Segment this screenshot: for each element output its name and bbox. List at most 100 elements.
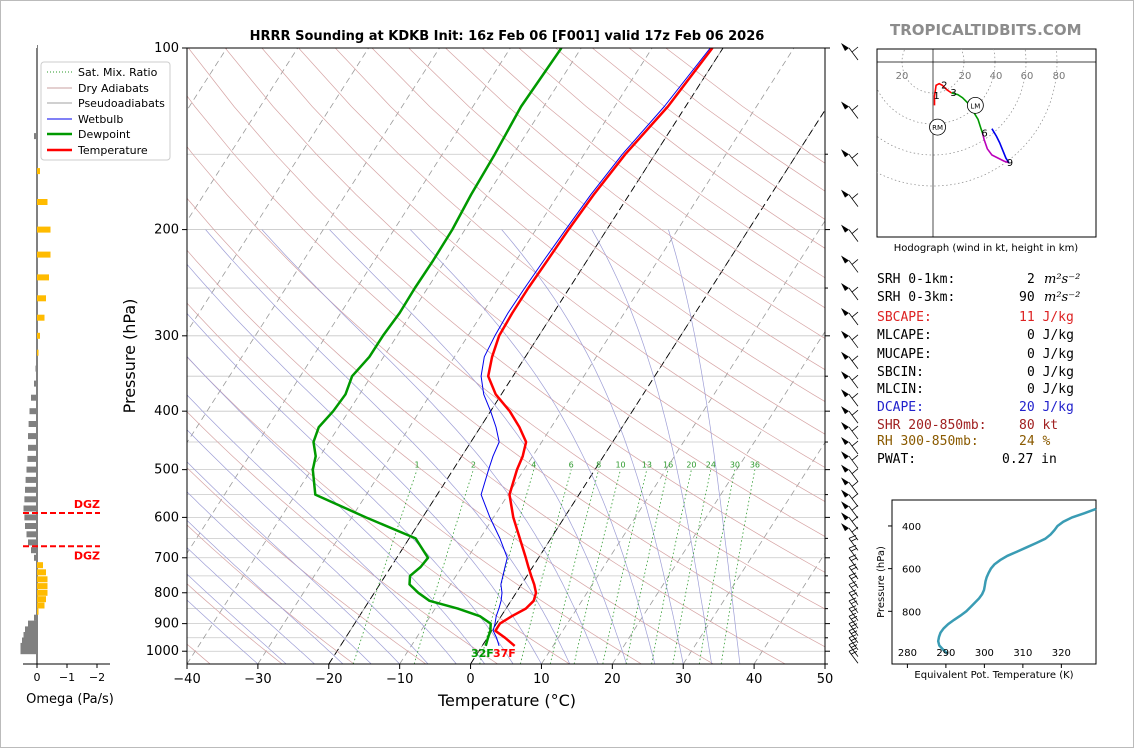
dry-adiabat-line (335, 48, 825, 435)
x-tick-label: 10 (533, 672, 550, 687)
legend-dewpoint: Dewpoint (78, 128, 131, 141)
hodograph-ring-label: 80 (1053, 71, 1066, 82)
dry-adiabat-line (261, 48, 825, 502)
wind-barb-feather (848, 620, 857, 624)
omega-bar (23, 632, 37, 638)
y-tick-label: 200 (154, 223, 179, 238)
hodograph-height-label: 2 (941, 80, 947, 91)
skewt-profiles (311, 48, 714, 647)
pseudoadiabat-line (187, 263, 542, 664)
wind-barb-feather (848, 605, 857, 610)
hodograph-ring-label: 60 (1021, 71, 1034, 82)
omega-bar (28, 620, 37, 627)
hodograph-height-label: 3 (950, 88, 956, 99)
y-tick-label: 500 (154, 463, 179, 478)
omega-bar (37, 349, 39, 356)
stat-mlcin-label: MLCIN: (877, 382, 924, 397)
stat-pwat-value: 0.27 in (1002, 452, 1057, 467)
pseudoadiabat-line (187, 312, 514, 664)
stat-rh: RH 300-850mb: 24 % (877, 434, 1050, 449)
dry-adiabat-line (445, 48, 825, 339)
wind-barb-flag (841, 523, 849, 532)
theta-e-y-tick-label: 600 (902, 565, 921, 576)
wind-barb-feather (851, 311, 859, 318)
mixing-ratio-line (413, 469, 474, 664)
wind-barb-staff (848, 650, 859, 664)
omega-tick-label: 0 (34, 671, 41, 684)
mixing-ratio-label: 10 (615, 461, 625, 470)
wind-barb-flag (841, 477, 849, 486)
pseudoadiabat-line (187, 356, 485, 664)
wind-barb-feather (848, 612, 857, 617)
omega-bar (25, 523, 37, 529)
stat-mlcape: MLCAPE: 0 J/kg (877, 328, 1074, 343)
mixing-ratio-label: 13 (642, 461, 652, 470)
wind-barb-flag (841, 389, 849, 398)
omega-bar (24, 514, 37, 521)
wind-barb-feather (848, 554, 857, 559)
wind-barb-staff (848, 527, 859, 541)
temperature-profile (486, 48, 714, 647)
pseudoadiabat-line (187, 599, 259, 664)
omega-bar (26, 466, 37, 473)
stat-sbcin: SBCIN: 0 J/kg (877, 365, 1074, 380)
omega-dgz: DGZ DGZ (23, 498, 100, 562)
wind-barb-feather (850, 538, 858, 542)
pseudoadiabat-line (187, 491, 372, 664)
omega-bar (27, 455, 37, 462)
skewt-legend: Sat. Mix. Ratio Dry Adiabats Pseudoadiab… (40, 61, 171, 161)
wind-barb-staff (848, 630, 859, 644)
omega-bar (37, 332, 40, 339)
omega-bar (34, 614, 37, 621)
hodograph-frame (876, 48, 1097, 238)
wind-barb-feather (848, 581, 857, 585)
omega-bar (37, 562, 43, 569)
wind-barb-staff (848, 608, 859, 621)
wind-barb-flag (841, 422, 849, 431)
omega-bar (34, 133, 37, 140)
wind-barb-staff (848, 106, 859, 119)
skewt-title: HRRR Sounding at KDKB Init: 16z Feb 06 [… (250, 29, 765, 44)
wind-barb-flag (841, 101, 849, 110)
stat-srh03: SRH 0-3km: 90 m²s⁻² (877, 290, 1080, 305)
theta-e-x-tick-label: 280 (898, 648, 917, 659)
theta-e-xlabel: Equivalent Pot. Temperature (K) (914, 670, 1073, 681)
stat-srh03-value: 90 (1019, 290, 1035, 305)
wind-barb-flag (841, 451, 849, 460)
isotherm-line (611, 330, 825, 664)
mixing-ratio-label: 1 (415, 461, 420, 470)
omega-bar (37, 45, 38, 51)
omega-bar (31, 547, 37, 554)
wind-barb-flag (841, 149, 849, 158)
skewt-axes: −40 −30 −20 −10 0 10 20 30 40 50 100 200 300 400 500 60… (146, 41, 833, 687)
wind-barb-feather (850, 608, 858, 613)
isotherm-minus20-line (328, 48, 724, 664)
dry-adiabat-line (187, 583, 283, 664)
omega-bar (28, 433, 37, 440)
wind-barb-staff (848, 538, 859, 551)
wind-barb-feather (850, 637, 858, 642)
wind-barb-staff (848, 494, 859, 507)
hodograph-height-label: 9 (1007, 158, 1013, 169)
mixing-ratio-line (698, 469, 736, 664)
pseudoadiabat-line (187, 461, 400, 664)
wind-barb-staff (848, 615, 859, 629)
wind-barbs (841, 43, 859, 664)
omega-tick-label: −2 (89, 671, 105, 684)
wind-barb-staff (848, 229, 859, 242)
pseudoadiabat-line (591, 229, 712, 664)
hodograph-caption: Hodograph (wind in kt, height in km) (894, 243, 1079, 254)
wind-barb-staff (848, 584, 859, 597)
isotherm-line (187, 48, 582, 664)
dry-adiabat-line (187, 524, 355, 664)
wind-barb-feather (848, 627, 857, 632)
pseudoadiabat-line (187, 547, 315, 664)
stat-pwat-label: PWAT: (877, 452, 917, 467)
theta-e-plot: 280 290 300 310 320 400 600 800 (888, 507, 1097, 668)
stat-srh01: SRH 0-1km: 2 m²s⁻² (877, 272, 1080, 287)
stat-sbcin-label: SBCIN: (877, 365, 924, 380)
mixing-ratio-line (352, 469, 418, 664)
pseudoadiabat-line (187, 573, 287, 664)
hodograph-panel: 20 20 40 60 80 123 6 9 RM LM Hodograph (wind in k… (876, 48, 1097, 254)
